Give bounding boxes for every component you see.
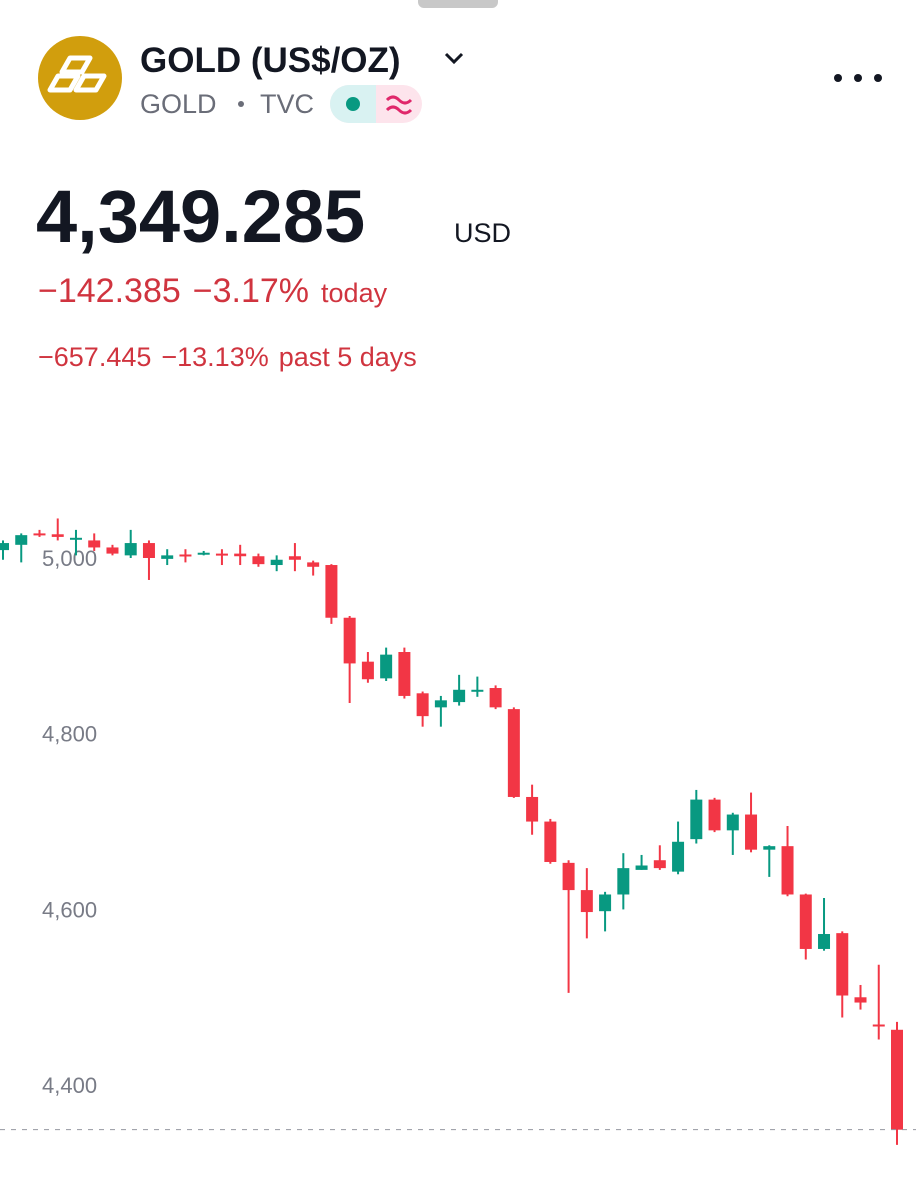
gold-icon xyxy=(38,36,122,120)
y-tick-label: 4,400 xyxy=(42,1073,97,1098)
candle-body xyxy=(891,1029,903,1130)
symbol-code: GOLD xyxy=(140,89,217,119)
candle-body xyxy=(580,890,593,913)
week-change: −657.445 xyxy=(38,342,151,372)
candle-body xyxy=(872,1024,885,1027)
candle-body xyxy=(599,894,612,912)
today-percent: −3.17% xyxy=(193,272,309,310)
candle-body xyxy=(763,846,776,850)
candle-body xyxy=(745,814,758,850)
candle-body xyxy=(635,865,648,870)
week-label: past 5 days xyxy=(279,342,417,372)
candle-body xyxy=(142,543,155,558)
candle-body xyxy=(854,997,867,1003)
candle-body xyxy=(653,860,666,869)
candle-body xyxy=(818,934,831,949)
candle-body xyxy=(690,799,703,840)
candle-body xyxy=(544,821,557,862)
week-percent: −13.13% xyxy=(161,342,268,372)
candle-body xyxy=(88,540,101,548)
candle-body xyxy=(325,565,338,618)
candle-body xyxy=(234,553,247,557)
drag-handle[interactable] xyxy=(418,0,498,8)
candle-body xyxy=(380,654,393,679)
price: 4,349.285 xyxy=(36,175,365,258)
candle-body xyxy=(781,846,794,895)
candle-body xyxy=(343,617,356,664)
candle-body xyxy=(672,841,685,872)
currency: USD xyxy=(454,218,511,248)
candle-body xyxy=(617,868,630,895)
y-tick-label: 5,000 xyxy=(42,546,97,571)
candle-body xyxy=(434,700,447,708)
candle-body xyxy=(69,537,82,540)
candle-body xyxy=(708,799,721,831)
candle-body xyxy=(252,556,265,565)
candle-body xyxy=(361,661,374,680)
candle-body xyxy=(836,933,849,996)
candle-body xyxy=(453,689,466,703)
candle-body xyxy=(15,535,28,545)
candle-body xyxy=(197,552,210,555)
candlestick-chart: 5,000 4,800 4,600 4,400 xyxy=(0,518,916,1145)
candle-body xyxy=(0,543,9,551)
candle-body xyxy=(526,796,539,822)
candle-body xyxy=(33,533,46,536)
y-tick-label: 4,600 xyxy=(42,897,97,922)
today-label: today xyxy=(321,278,388,308)
status-pills xyxy=(330,85,422,123)
today-change: −142.385 xyxy=(38,272,181,310)
today-change-line: −142.385 −3.17% today xyxy=(38,272,388,310)
candle-body xyxy=(471,689,484,692)
more-menu[interactable] xyxy=(834,74,882,82)
week-change-line: −657.445 −13.13% past 5 days xyxy=(38,342,417,372)
symbol-title[interactable]: GOLD (US$/OZ) xyxy=(140,41,401,80)
candle-body xyxy=(270,559,283,566)
candle-body xyxy=(726,814,739,831)
candle-body xyxy=(398,652,411,696)
candle-body xyxy=(799,894,812,949)
candle-body xyxy=(507,709,520,797)
separator-dot xyxy=(238,101,244,107)
candle-body xyxy=(562,862,575,891)
candle-body xyxy=(124,543,137,556)
candle-body xyxy=(416,693,429,717)
chevron[interactable] xyxy=(444,52,464,65)
candle-body xyxy=(106,547,119,554)
exchange: TVC xyxy=(260,89,314,119)
y-tick-label: 4,800 xyxy=(42,722,97,747)
candle-body xyxy=(307,562,320,567)
candle-body xyxy=(215,553,228,556)
candle-body xyxy=(288,556,301,560)
candle-body xyxy=(489,688,502,708)
candle-body xyxy=(51,534,64,537)
candle-body xyxy=(161,555,174,559)
candle-body xyxy=(179,554,192,557)
